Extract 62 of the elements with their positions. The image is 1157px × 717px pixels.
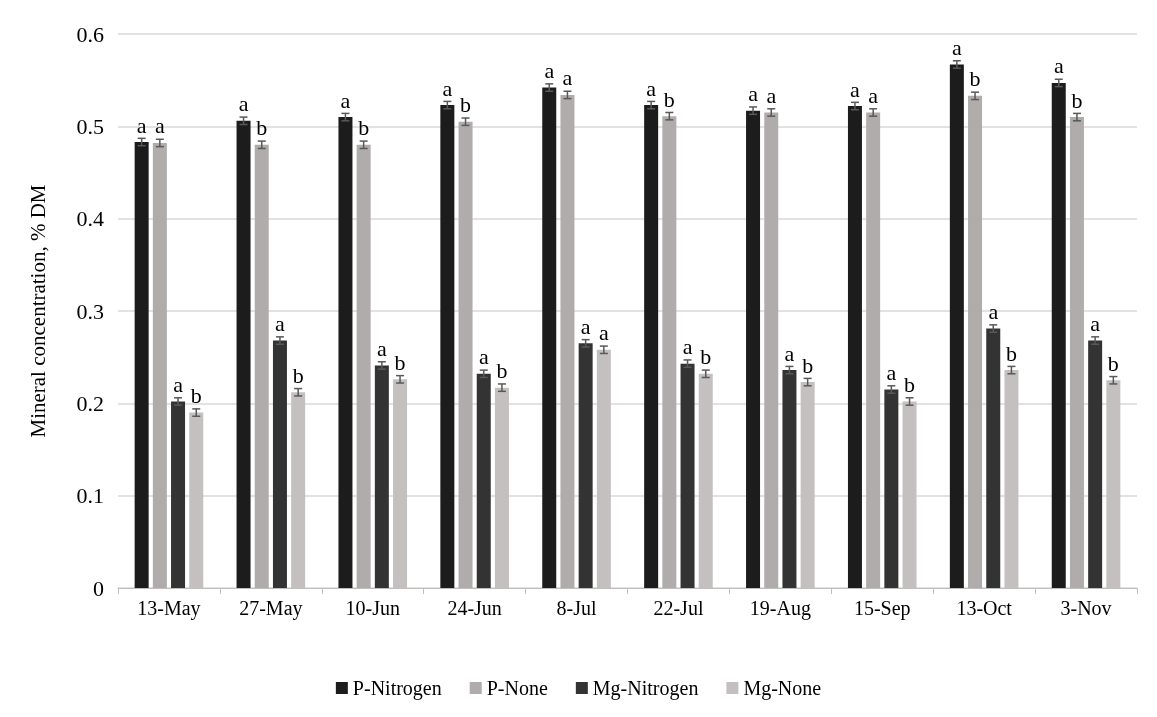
data-label: b <box>496 358 508 384</box>
x-tick-label: 15-Sep <box>853 597 911 620</box>
data-label: a <box>442 75 453 101</box>
data-label: a <box>1053 53 1064 79</box>
data-label: a <box>766 82 777 108</box>
data-label: a <box>850 76 861 102</box>
data-label: a <box>544 58 555 84</box>
data-label: a <box>988 299 999 325</box>
data-label: b <box>663 86 675 112</box>
x-tick-label: 24-Jun <box>447 597 502 619</box>
data-label: b <box>969 66 981 92</box>
legend-label: Mg-None <box>743 677 822 700</box>
data-label: b <box>394 349 406 375</box>
data-label: a <box>562 65 573 91</box>
data-label: a <box>154 113 165 139</box>
data-label: a <box>340 87 351 113</box>
data-label: a <box>238 91 249 117</box>
data-label: b <box>802 352 814 378</box>
data-label: a <box>748 81 759 107</box>
data-label: a <box>598 320 609 346</box>
x-tick-label: 13-Oct <box>956 597 1013 619</box>
data-label: b <box>358 115 370 141</box>
y-tick-label: 0.4 <box>76 206 104 232</box>
x-tick-label: 19-Aug <box>749 597 811 620</box>
data-label: b <box>700 344 712 370</box>
legend-label: P-None <box>486 677 548 699</box>
data-label: a <box>1090 311 1101 337</box>
data-label: a <box>173 371 184 397</box>
data-label: a <box>136 112 147 138</box>
data-label: a <box>376 335 387 361</box>
data-label: a <box>580 313 591 339</box>
data-label: b <box>256 115 268 141</box>
y-axis-title: Mineral concentration, % DM <box>25 184 50 438</box>
data-label: b <box>190 383 202 409</box>
data-label: b <box>1071 87 1083 113</box>
x-tick-label: 27-May <box>239 597 303 620</box>
y-tick-label: 0.6 <box>76 21 104 47</box>
data-label: a <box>784 340 795 366</box>
data-label: a <box>868 82 879 108</box>
x-tick-label: 13-May <box>137 597 201 620</box>
y-tick-label: 0.3 <box>76 298 104 324</box>
data-label: b <box>460 92 472 118</box>
x-tick-label: 10-Jun <box>345 597 400 619</box>
legend-label: P-Nitrogen <box>352 677 442 700</box>
x-tick-label: 3-Nov <box>1060 597 1112 619</box>
data-label: b <box>904 371 916 397</box>
y-tick-label: 0 <box>93 575 104 601</box>
data-label: a <box>886 359 897 385</box>
y-tick-label: 0.1 <box>76 483 104 509</box>
data-label: a <box>478 344 489 370</box>
data-label: b <box>1107 350 1119 376</box>
x-tick-label: 22-Jul <box>653 597 704 619</box>
data-label: b <box>292 362 304 388</box>
data-label: a <box>951 34 962 60</box>
y-tick-label: 0.2 <box>76 390 104 416</box>
x-tick-label: 8-Jul <box>556 597 597 619</box>
data-label: a <box>275 311 286 337</box>
data-label: a <box>682 334 693 360</box>
legend-label: Mg-Nitrogen <box>592 677 699 700</box>
data-label: a <box>646 75 657 101</box>
y-tick-label: 0.5 <box>76 113 104 139</box>
data-label: b <box>1005 340 1017 366</box>
